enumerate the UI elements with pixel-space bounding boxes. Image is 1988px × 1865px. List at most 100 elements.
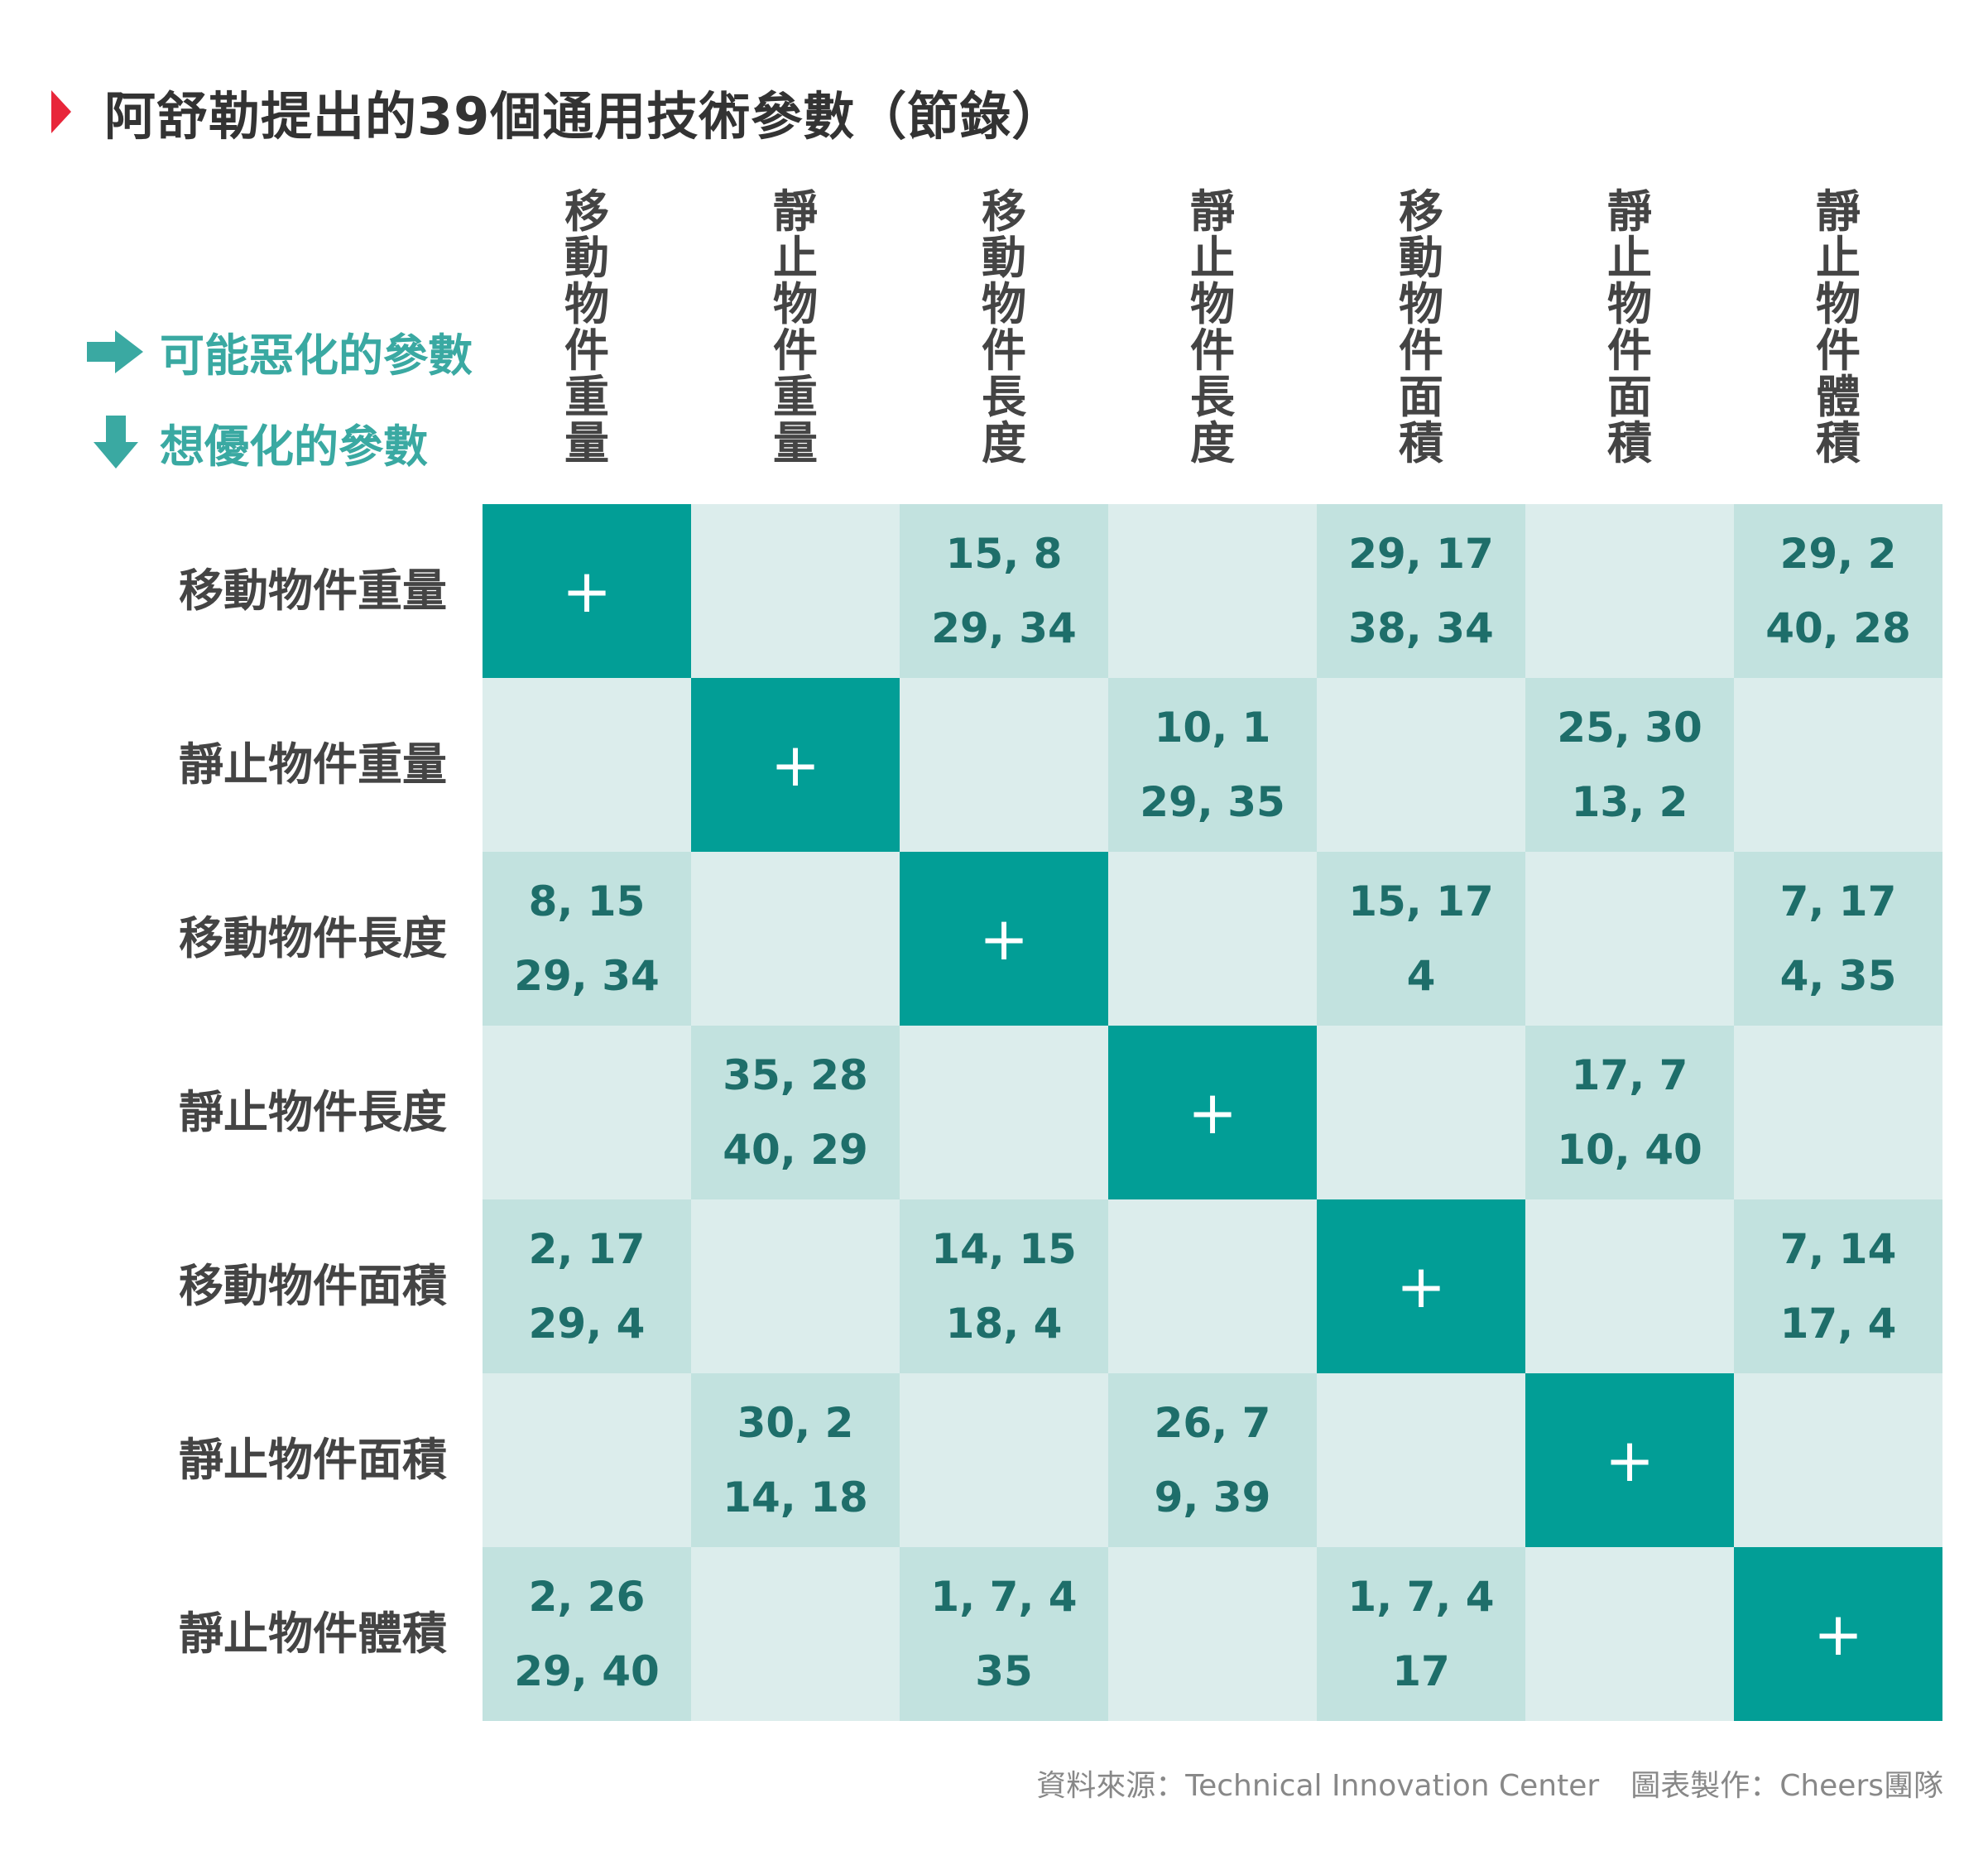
matrix-cell: 15, 8 29, 34 — [900, 504, 1108, 678]
matrix-cell: 7, 14 17, 4 — [1734, 1199, 1942, 1373]
column-header-char: 積 — [1816, 417, 1861, 469]
matrix-cell — [1734, 1026, 1942, 1199]
column-header-char: 長 — [1190, 371, 1235, 423]
matrix-cell — [1734, 678, 1942, 852]
column-header-char: 止 — [1190, 232, 1235, 284]
column-header-char: 體 — [1816, 371, 1861, 423]
matrix-cell-diagonal: + — [483, 504, 691, 678]
principle-numbers: 40, 28 — [1765, 604, 1911, 652]
matrix-cell — [1108, 852, 1317, 1026]
column-header-char: 物 — [1607, 278, 1652, 330]
principle-numbers: 29, 2 — [1779, 530, 1897, 578]
principle-numbers: 14, 15 — [931, 1225, 1077, 1273]
credit-text: 圖表製作：Cheers團隊 — [1630, 1769, 1943, 1803]
principle-numbers: 4 — [1406, 952, 1436, 1000]
matrix-cell: 35, 28 40, 29 — [691, 1026, 900, 1199]
matrix-cell: 14, 15 18, 4 — [900, 1199, 1108, 1373]
column-header-char: 度 — [1190, 417, 1235, 469]
column-header: 靜止物件長度 — [1108, 189, 1317, 467]
matrix-cell: 1, 7, 4 17 — [1317, 1547, 1525, 1721]
plus-symbol: + — [1813, 1599, 1864, 1669]
principle-numbers: 29, 34 — [931, 604, 1077, 652]
matrix-cell — [1525, 1547, 1734, 1721]
row-header: 靜止物件長度 — [179, 1086, 447, 1138]
column-header-char: 動 — [982, 232, 1026, 284]
chart-title: 阿舒勒提出的39個通用技術參數（節錄） — [51, 75, 1064, 149]
arrow-right-icon — [87, 329, 143, 373]
matrix-cell — [691, 1199, 900, 1373]
principle-numbers: 7, 14 — [1779, 1225, 1897, 1273]
row-header: 移動物件面積 — [179, 1260, 447, 1312]
principle-numbers: 2, 17 — [528, 1225, 646, 1273]
principle-numbers: 35 — [975, 1647, 1033, 1695]
principle-numbers: 14, 18 — [723, 1473, 868, 1521]
column-header-char: 動 — [564, 232, 609, 284]
column-header-char: 積 — [1607, 417, 1652, 469]
column-header-char: 面 — [1607, 371, 1652, 423]
column-header-char: 件 — [982, 324, 1026, 377]
legend-worsening: 可能惡化的參數 — [87, 319, 473, 384]
matrix-cell — [483, 1373, 691, 1547]
legend-worsening-label: 可能惡化的參數 — [160, 329, 473, 382]
matrix-cell — [900, 1373, 1108, 1547]
column-header-char: 止 — [1607, 232, 1652, 284]
matrix-cell — [1525, 504, 1734, 678]
matrix-cell — [1317, 678, 1525, 852]
column-header-char: 止 — [773, 232, 818, 284]
arrow-down-icon — [94, 415, 138, 469]
matrix-cell: 2, 17 29, 4 — [483, 1199, 691, 1373]
principle-numbers: 38, 34 — [1348, 604, 1494, 652]
plus-symbol: + — [1187, 1078, 1238, 1147]
matrix-cell: 29, 17 38, 34 — [1317, 504, 1525, 678]
matrix-cell: 30, 2 14, 18 — [691, 1373, 900, 1547]
footer-credits: 資料來源：Technical Innovation Center 圖表製作：Che… — [1036, 1762, 1943, 1805]
column-header-char: 件 — [1190, 324, 1235, 377]
matrix-cell: 15, 17 4 — [1317, 852, 1525, 1026]
row-header: 靜止物件面積 — [179, 1434, 447, 1486]
principle-numbers: 4, 35 — [1779, 952, 1897, 1000]
column-header-char: 物 — [982, 278, 1026, 330]
matrix-cell — [900, 1026, 1108, 1199]
plus-symbol: + — [1395, 1252, 1447, 1321]
matrix-cell-diagonal: + — [691, 678, 900, 852]
principle-numbers: 30, 2 — [737, 1399, 854, 1447]
matrix-cell: 8, 15 29, 34 — [483, 852, 691, 1026]
principle-numbers: 10, 40 — [1557, 1126, 1702, 1174]
matrix-cell — [1734, 1373, 1942, 1547]
principle-numbers: 17 — [1392, 1647, 1450, 1695]
principle-numbers: 18, 4 — [945, 1300, 1063, 1348]
matrix-cell-diagonal: + — [900, 852, 1108, 1026]
column-header-char: 移 — [1399, 185, 1443, 238]
principle-numbers: 29, 40 — [514, 1647, 660, 1695]
principle-numbers: 26, 7 — [1154, 1399, 1271, 1447]
matrix-cell-diagonal: + — [1525, 1373, 1734, 1547]
column-header: 移動物件長度 — [900, 189, 1108, 467]
column-header-char: 動 — [1399, 232, 1443, 284]
column-header-char: 靜 — [1190, 185, 1235, 238]
principle-numbers: 1, 7, 4 — [930, 1573, 1078, 1621]
column-header-char: 物 — [1399, 278, 1443, 330]
matrix-cell — [691, 504, 900, 678]
matrix-cell: 1, 7, 4 35 — [900, 1547, 1108, 1721]
column-header-char: 物 — [564, 278, 609, 330]
matrix-cell — [1108, 1199, 1317, 1373]
matrix-cell — [691, 1547, 900, 1721]
matrix-cell — [900, 678, 1108, 852]
principle-numbers: 2, 26 — [528, 1573, 646, 1621]
column-header-char: 件 — [1399, 324, 1443, 377]
principle-numbers: 10, 1 — [1154, 704, 1271, 752]
contradiction-matrix: +15, 8 29, 34 29, 17 38, 34 29, 2 40, 28 +10, … — [483, 504, 1942, 1721]
source-text: 資料來源：Technical Innovation Center — [1036, 1769, 1600, 1803]
principle-numbers: 17, 7 — [1571, 1051, 1688, 1099]
matrix-cell — [483, 1026, 691, 1199]
principle-numbers: 9, 39 — [1154, 1473, 1271, 1521]
column-header-char: 量 — [773, 417, 818, 469]
column-header-char: 移 — [564, 185, 609, 238]
matrix-cell: 7, 17 4, 35 — [1734, 852, 1942, 1026]
column-header: 移動物件重量 — [483, 189, 691, 467]
matrix-cell: 29, 2 40, 28 — [1734, 504, 1942, 678]
column-header-char: 物 — [1816, 278, 1861, 330]
matrix-cell — [1108, 504, 1317, 678]
plus-symbol: + — [770, 730, 821, 800]
column-header-char: 面 — [1399, 371, 1443, 423]
